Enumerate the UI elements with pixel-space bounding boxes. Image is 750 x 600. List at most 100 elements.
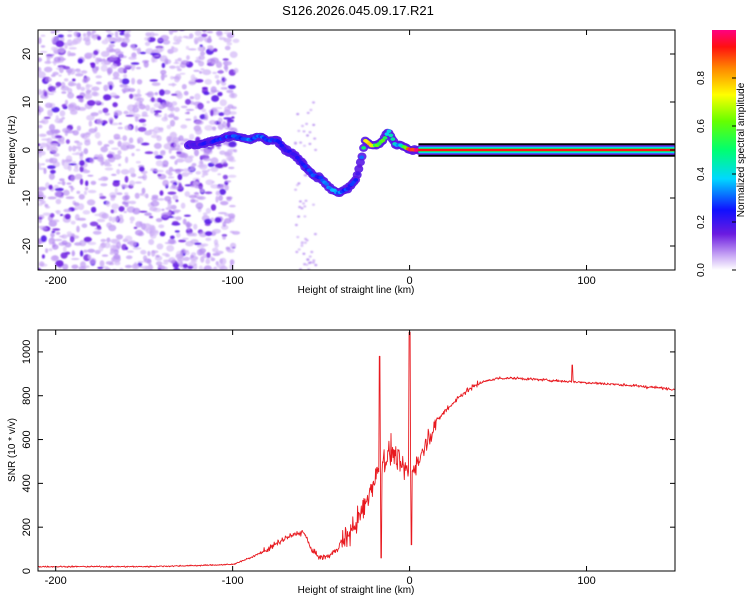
noise-speckle	[313, 232, 317, 236]
noise-speckle	[155, 169, 164, 173]
noise-speckle	[98, 245, 104, 252]
noise-speckle	[68, 163, 77, 166]
noise-speckle	[116, 234, 123, 240]
noise-speckle	[73, 167, 80, 172]
noise-speckle	[38, 225, 46, 229]
noise-speckle	[89, 221, 99, 227]
noise-speckle	[105, 200, 111, 207]
noise-speckle	[86, 30, 92, 37]
noise-speckle	[123, 73, 128, 79]
noise-speckle	[45, 248, 49, 254]
noise-speckle	[135, 160, 141, 164]
noise-speckle	[231, 106, 237, 110]
noise-speckle	[100, 64, 108, 72]
ridge-core	[302, 164, 308, 169]
noise-speckle	[118, 163, 122, 167]
noise-speckle	[104, 167, 114, 171]
noise-speckle	[231, 116, 235, 119]
noise-speckle	[38, 267, 42, 270]
noise-speckle	[52, 71, 59, 76]
noise-speckle	[183, 249, 189, 253]
noise-speckle	[80, 86, 86, 91]
noise-speckle	[54, 238, 63, 242]
noise-speckle	[313, 137, 317, 140]
noise-speckle	[216, 147, 221, 150]
noise-speckle	[116, 169, 121, 175]
noise-speckle	[143, 61, 149, 68]
noise-speckle	[193, 223, 198, 230]
noise-speckle	[103, 144, 110, 147]
noise-speckle	[215, 30, 223, 36]
noise-speckle	[102, 107, 109, 114]
noise-speckle	[181, 172, 190, 177]
colorbar-tick-label: 0.0	[696, 263, 707, 277]
y-tick-label: 200	[21, 518, 33, 536]
noise-speckle	[201, 108, 207, 113]
noise-speckle	[98, 178, 105, 181]
noise-speckle	[40, 163, 46, 166]
noise-speckle	[162, 160, 169, 167]
noise-speckle	[162, 101, 168, 108]
noise-speckle	[177, 35, 183, 40]
noise-speckle	[99, 260, 105, 267]
noise-speckle	[38, 203, 43, 206]
noise-speckle	[144, 41, 151, 47]
noise-speckle	[57, 34, 64, 38]
noise-speckle	[112, 255, 121, 263]
noise-speckle	[121, 184, 129, 189]
noise-speckle	[155, 254, 160, 258]
noise-speckle	[132, 113, 141, 118]
spectrogram-ridge	[183, 128, 675, 197]
noise-speckle	[100, 61, 110, 66]
noise-speckle	[174, 230, 180, 233]
noise-speckle	[76, 69, 82, 74]
noise-speckle	[187, 172, 193, 175]
noise-speckle	[75, 151, 81, 156]
noise-speckle	[118, 122, 123, 125]
noise-speckle	[48, 173, 55, 180]
noise-speckle	[57, 140, 65, 145]
noise-speckle	[46, 141, 52, 149]
noise-speckle	[298, 205, 302, 209]
noise-speckle	[113, 209, 118, 214]
noise-speckle	[178, 239, 187, 243]
noise-speckle	[203, 212, 208, 216]
noise-speckle	[190, 198, 196, 203]
noise-speckle	[94, 126, 98, 132]
noise-speckle	[174, 59, 178, 64]
noise-speckle	[87, 241, 97, 246]
noise-speckle	[303, 241, 307, 244]
noise-speckle	[170, 146, 174, 151]
noise-speckle	[183, 90, 189, 96]
noise-speckle	[300, 207, 304, 210]
noise-speckle	[95, 75, 102, 79]
noise-speckle	[167, 191, 177, 195]
noise-speckle	[53, 49, 59, 55]
noise-speckle	[194, 93, 201, 101]
noise-speckle	[312, 123, 316, 127]
noise-speckle	[302, 130, 306, 133]
noise-speckle	[104, 267, 111, 270]
noise-speckle	[110, 122, 119, 126]
noise-speckle	[87, 254, 92, 260]
noise-speckle	[51, 230, 56, 233]
noise-speckle	[129, 240, 137, 247]
snr-plot-area	[38, 330, 675, 571]
noise-speckle	[103, 94, 112, 101]
noise-speckle	[140, 142, 150, 146]
noise-speckle	[61, 234, 68, 240]
noise-speckle	[138, 210, 148, 213]
noise-speckle	[167, 216, 174, 218]
noise-speckle	[194, 30, 202, 37]
noise-speckle	[54, 187, 64, 192]
noise-speckle	[148, 239, 155, 245]
noise-speckle	[131, 152, 135, 157]
noise-speckle	[305, 122, 309, 126]
noise-speckle	[145, 104, 151, 112]
noise-speckle	[149, 215, 154, 219]
ridge-core	[353, 178, 359, 182]
noise-speckle	[158, 224, 165, 229]
noise-speckle	[99, 193, 104, 197]
ridge-core	[357, 164, 363, 168]
noise-speckle	[210, 109, 214, 117]
